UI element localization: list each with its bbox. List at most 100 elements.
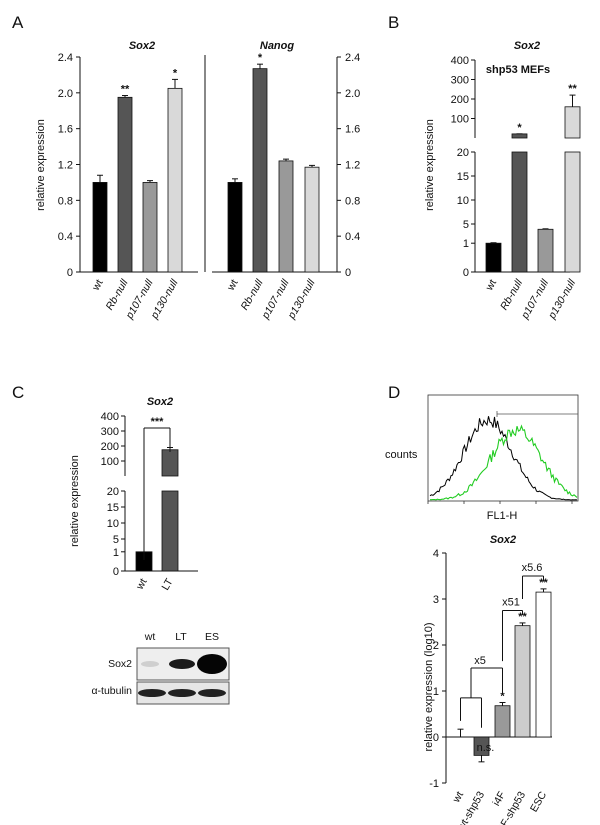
blot-lane-lt: LT bbox=[175, 631, 187, 643]
panel-d-category-label: wt bbox=[450, 789, 466, 805]
panel-c-bar-lower bbox=[161, 490, 179, 572]
panel-d-tick-label: 2 bbox=[433, 640, 439, 652]
panel-a-nanog-bar bbox=[304, 166, 320, 273]
panel-d-significance: ** bbox=[518, 611, 527, 623]
panel-a-nanog-significance: * bbox=[258, 52, 263, 64]
panel-b-significance: * bbox=[517, 122, 522, 134]
panel-b-chart: 015101520100200300400wt*Rb-nullp107-null… bbox=[451, 55, 581, 322]
panel-b-bar bbox=[485, 242, 502, 273]
panel-d-significance: ** bbox=[539, 577, 548, 589]
panel-d-fold-label: x51 bbox=[502, 597, 520, 609]
panel-b-bar bbox=[537, 228, 554, 273]
panel-a-sox2-bar bbox=[142, 182, 158, 273]
panel-b-tick-label-upper: 100 bbox=[451, 114, 469, 126]
panel-c-tick-label-lower: 0 bbox=[113, 566, 119, 578]
panel-a-ylabel: relative expression bbox=[35, 119, 47, 211]
panel-b-bar-upper bbox=[564, 106, 581, 139]
panel-a-sox2-bar bbox=[117, 96, 133, 273]
panel-b-category-label: wt bbox=[483, 277, 499, 293]
panel-a-right-tick-label: 2.0 bbox=[345, 88, 360, 100]
panel-a-right-tick-label: 2.4 bbox=[345, 52, 360, 64]
panel-b-bar-lower bbox=[511, 151, 528, 273]
panel-a-sox2-significance: ** bbox=[121, 84, 130, 96]
panel-a-sox2-chart: 00.40.81.21.62.02.4wt**Rb-nullp107-null*… bbox=[58, 52, 206, 322]
panel-a-sox2-title: Sox2 bbox=[129, 40, 155, 52]
panel-a-left-tick-label: 2.4 bbox=[58, 52, 73, 64]
panel-a-right-tick-label: 1.6 bbox=[345, 124, 360, 136]
panel-c-title: Sox2 bbox=[147, 396, 173, 408]
panel-c-tick-label-upper: 200 bbox=[101, 441, 119, 453]
panel-a-right-tick-label: 0.4 bbox=[345, 231, 360, 243]
panel-b-tick-label-upper: 300 bbox=[451, 75, 469, 87]
panel-d-bar bbox=[494, 705, 511, 738]
panel-a-sox2-significance: * bbox=[173, 67, 178, 79]
panel-b-tick-label-lower: 0 bbox=[463, 267, 469, 279]
panel-a-left-tick-label: 1.2 bbox=[58, 160, 73, 172]
panel-a-left-tick-label: 1.6 bbox=[58, 124, 73, 136]
panel-d-tick-label: -1 bbox=[429, 778, 439, 790]
panel-a-left-tick-label: 0.8 bbox=[58, 195, 73, 207]
panel-c-ylabel: relative expression bbox=[69, 455, 81, 547]
panel-d-bar bbox=[535, 591, 552, 738]
panel-a-right-tick-label: 0.8 bbox=[345, 195, 360, 207]
panel-c-category-label: LT bbox=[159, 576, 175, 592]
panel-d-tick-label: 3 bbox=[433, 594, 439, 606]
western-blot bbox=[136, 647, 230, 705]
panel-b-title: Sox2 bbox=[514, 40, 540, 52]
panel-c-significance: *** bbox=[151, 416, 165, 428]
panel-b-ylabel: relative expression bbox=[424, 119, 436, 211]
panel-d-significance: n.s. bbox=[477, 742, 495, 754]
panel-b-category-label: Rb-null bbox=[498, 277, 525, 312]
panel-a-left-tick-label: 0 bbox=[67, 267, 73, 279]
flow-histogram bbox=[427, 394, 579, 504]
panel-c-tick-label-lower: 15 bbox=[107, 502, 119, 514]
panel-d-bar bbox=[514, 625, 531, 738]
panel-a-nanog-chart: 00.40.81.21.62.02.4wt*Rb-nullp107-nullp1… bbox=[212, 52, 360, 322]
panel-d-category-label: ESC bbox=[528, 789, 549, 814]
panel-a-sox2-bar bbox=[167, 87, 183, 273]
panel-c-chart: 0 15 10 15 20 100 200 300 400 wt LT *** bbox=[101, 411, 198, 592]
panel-a-right-tick-label: 1.2 bbox=[345, 160, 360, 172]
panel-b-tick-label-lower: 20 bbox=[457, 147, 469, 159]
panel-b-bar-upper bbox=[511, 133, 528, 139]
panel-c-tick-label-lower: 5 bbox=[113, 534, 119, 546]
panel-c-tick-label-lower: 1 bbox=[113, 547, 119, 559]
panel-b-tick-label-upper: 400 bbox=[451, 55, 469, 67]
panel-letter-a: A bbox=[12, 13, 24, 32]
panel-a-nanog-category-label: wt bbox=[224, 277, 240, 293]
blot-lane-wt: wt bbox=[144, 631, 156, 643]
panel-a-left-tick-label: 2.0 bbox=[58, 88, 73, 100]
panel-b-tick-label-lower: 15 bbox=[457, 171, 469, 183]
panel-a-nanog-category-label: Rb-null bbox=[239, 277, 266, 312]
panel-d-bar bbox=[473, 736, 490, 756]
panel-d-fold-label: x5 bbox=[474, 655, 486, 667]
panel-b-significance: ** bbox=[568, 83, 577, 95]
panel-d-tick-label: 4 bbox=[433, 548, 439, 560]
panel-a-sox2-bar bbox=[92, 182, 108, 273]
histogram-ylabel: counts bbox=[385, 449, 418, 461]
panel-a-nanog-bar bbox=[227, 182, 243, 273]
panel-a-sox2-category-label: Rb-null bbox=[104, 277, 131, 312]
histogram-xlabel: FL1-H bbox=[487, 510, 518, 522]
panel-d-title: Sox2 bbox=[490, 534, 516, 546]
panel-d-chart: -101234wtn.s.wt-shp53*i4F**i4F-shp53**ES… bbox=[429, 548, 552, 825]
panel-a-right-tick-label: 0 bbox=[345, 267, 351, 279]
panel-b-tick-label-upper: 200 bbox=[451, 94, 469, 106]
panel-letter-d: D bbox=[388, 383, 400, 402]
panel-letter-c: C bbox=[12, 383, 24, 402]
panel-b-bar-lower bbox=[564, 151, 581, 273]
panel-d-significance: * bbox=[500, 691, 505, 703]
panel-b-tick-label-lower: 5 bbox=[463, 219, 469, 231]
panel-b-tick-label-lower: 10 bbox=[457, 195, 469, 207]
panel-a-nanog-title: Nanog bbox=[260, 40, 295, 52]
panel-d-fold-label: x5.6 bbox=[522, 562, 543, 574]
panel-b-tick-label-lower: 1 bbox=[463, 238, 469, 250]
blot-row-tubulin: α-tubulin bbox=[91, 685, 132, 697]
panel-letter-b: B bbox=[388, 13, 399, 32]
panel-a-left-tick-label: 0.4 bbox=[58, 231, 73, 243]
panel-d-tick-label: 0 bbox=[433, 732, 439, 744]
panel-c-tick-label-lower: 20 bbox=[107, 486, 119, 498]
blot-lane-es: ES bbox=[205, 631, 219, 643]
panel-a-sox2-category-label: wt bbox=[89, 277, 105, 293]
